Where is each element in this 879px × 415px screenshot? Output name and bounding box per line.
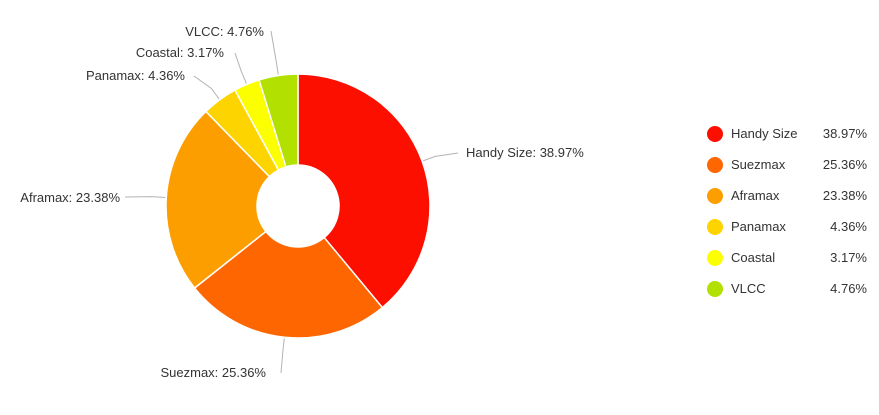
leader-line-suezmax — [280, 338, 285, 374]
slice-handy-size[interactable] — [297, 73, 431, 309]
legend-label: Panamax — [731, 219, 786, 234]
legend-marker — [707, 249, 723, 266]
slice-vlcc[interactable] — [258, 73, 299, 168]
legend-value: 38.97% — [822, 126, 867, 141]
legend-marker — [707, 125, 723, 142]
legend-item-vlcc[interactable]: VLCC 4.76% — [707, 273, 867, 304]
legend-label: Aframax — [731, 188, 780, 203]
legend-marker — [707, 218, 723, 235]
legend-marker — [707, 280, 723, 297]
slice-label-vlcc: VLCC: 4.76% — [185, 24, 264, 39]
legend-label: Handy Size — [731, 126, 798, 141]
slice-label-suezmax: Suezmax: 25.36% — [160, 365, 266, 380]
legend-value: 4.36% — [830, 219, 867, 234]
legend-value: 23.38% — [822, 188, 867, 203]
legend-marker — [707, 187, 723, 204]
slice-suezmax[interactable] — [193, 230, 384, 339]
slice-aframax[interactable] — [165, 110, 271, 290]
leader-line-vlcc — [270, 30, 279, 75]
legend-label: Coastal — [731, 250, 776, 265]
slice-label-coastal: Coastal: 3.17% — [136, 45, 225, 60]
slices-layer — [165, 73, 431, 339]
legend-value: 3.17% — [830, 250, 867, 265]
leader-line-handy-size — [422, 152, 459, 162]
legend-label: VLCC — [731, 281, 766, 296]
leader-lines-layer — [124, 30, 459, 374]
slice-label-handy-size: Handy Size: 38.97% — [466, 145, 584, 160]
legend-value: 25.36% — [822, 157, 867, 172]
legend-item-coastal[interactable]: Coastal 3.17% — [707, 242, 867, 273]
leader-line-aframax — [124, 196, 166, 198]
legend-item-aframax[interactable]: Aframax 23.38% — [707, 180, 867, 211]
leader-line-panamax — [193, 75, 220, 100]
legend-value: 4.76% — [830, 281, 867, 296]
legend-label: Suezmax — [731, 157, 786, 172]
legend-item-panamax[interactable]: Panamax 4.36% — [707, 211, 867, 242]
legend-item-suezmax[interactable]: Suezmax 25.36% — [707, 149, 867, 180]
legend-item-handy-size[interactable]: Handy Size 38.97% — [707, 118, 867, 149]
legend: Handy Size 38.97% Suezmax 25.36% Aframax… — [707, 118, 867, 304]
slice-label-aframax: Aframax: 23.38% — [20, 190, 120, 205]
slice-labels-layer: Handy Size: 38.97% Suezmax: 25.36% Aframax… — [20, 24, 584, 380]
legend-marker — [707, 156, 723, 173]
leader-line-coastal — [234, 52, 247, 84]
slice-label-panamax: Panamax: 4.36% — [86, 68, 185, 83]
